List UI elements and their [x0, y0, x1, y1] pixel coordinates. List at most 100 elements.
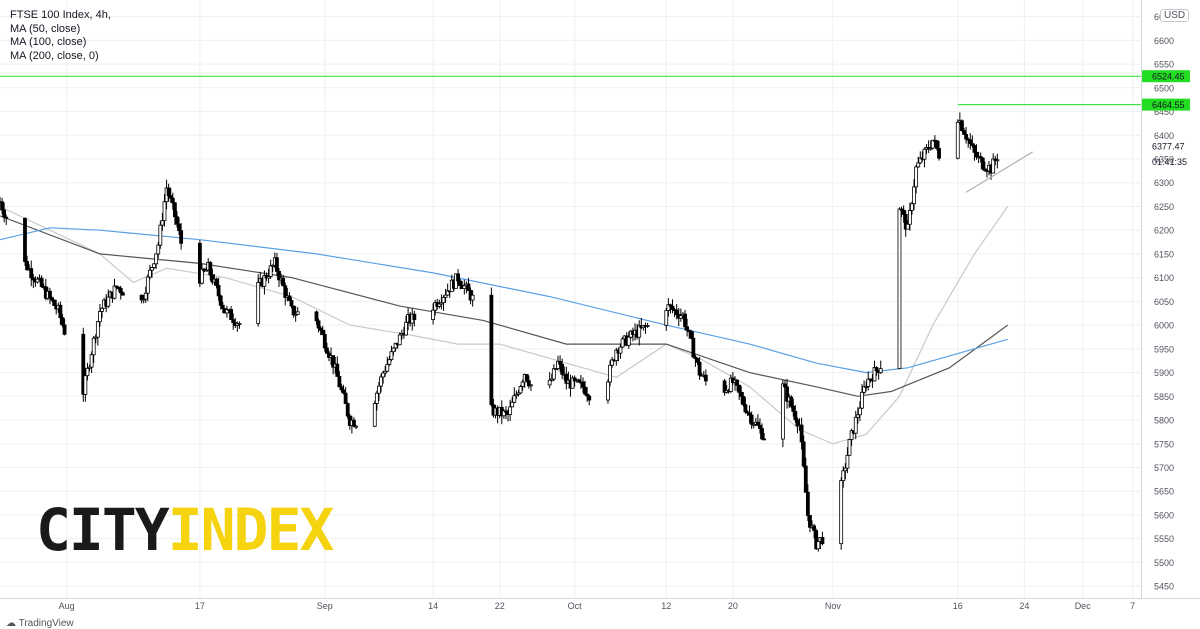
candle-body	[968, 139, 973, 145]
candle-body	[214, 278, 219, 286]
candle-body	[339, 386, 344, 391]
candle-body	[678, 315, 683, 319]
candle-body	[843, 467, 848, 472]
x-tick-label: 24	[1019, 601, 1029, 611]
candle-body	[0, 201, 4, 211]
candle-body	[789, 396, 794, 407]
candle-body	[858, 407, 862, 416]
candle-body	[377, 385, 381, 394]
candle-body	[872, 367, 877, 382]
candle-body	[668, 304, 673, 307]
candle-body	[554, 368, 558, 371]
candle-body	[441, 296, 446, 304]
candle-body	[58, 304, 63, 319]
candle-body	[208, 262, 213, 276]
candle-body	[564, 373, 569, 384]
candle-body	[903, 214, 908, 230]
candle-body	[352, 419, 356, 427]
candlesticks	[0, 112, 1000, 552]
candle-body	[516, 392, 521, 395]
candle-body	[937, 148, 941, 159]
candle-body	[372, 403, 377, 427]
candle-body	[93, 336, 98, 339]
candle-body	[100, 307, 104, 312]
x-tick-label: 14	[428, 601, 438, 611]
candle-body	[324, 347, 329, 354]
candle-body	[437, 303, 442, 307]
candle-body	[177, 223, 181, 232]
candle-body	[35, 278, 40, 283]
candle-body	[610, 359, 615, 366]
candle-body	[722, 380, 727, 393]
candle-body	[587, 395, 592, 401]
candle-body	[231, 319, 236, 323]
y-tick-label: 5850	[1154, 392, 1174, 402]
candle-body	[960, 120, 964, 132]
candle-body	[439, 302, 444, 305]
y-tick-label: 6450	[1154, 107, 1174, 117]
logo-city: CITY	[36, 496, 170, 564]
candle-body	[289, 300, 294, 307]
candle-body	[204, 269, 209, 272]
candle-body	[295, 311, 300, 315]
candle-body	[783, 383, 787, 388]
candle-body	[901, 209, 906, 215]
ma-line-1	[0, 205, 1009, 445]
candle-body	[281, 277, 286, 287]
candle-body	[337, 376, 342, 388]
candle-body	[322, 333, 327, 349]
candle-body	[166, 187, 171, 197]
candle-body	[510, 401, 515, 408]
candle-body	[314, 311, 319, 322]
candle-body	[456, 273, 460, 282]
legend-ma50[interactable]: MA (50, close)	[10, 22, 81, 35]
candle-body	[618, 346, 623, 354]
candle-body	[860, 391, 864, 409]
currency-badge[interactable]: USD	[1160, 9, 1190, 22]
candle-body	[89, 354, 94, 368]
candle-body	[755, 421, 760, 426]
candle-body	[583, 386, 587, 395]
candle-body	[520, 381, 525, 387]
candle-body	[747, 412, 752, 416]
y-tick-label: 6500	[1154, 83, 1174, 93]
candle-body	[462, 285, 467, 290]
candle-body	[383, 370, 388, 374]
candle-body	[914, 166, 919, 188]
candle-body	[741, 396, 746, 406]
x-tick-label: Oct	[568, 601, 583, 611]
candle-body	[762, 438, 767, 441]
y-tick-label: 5500	[1154, 558, 1174, 568]
candle-body	[466, 283, 471, 291]
candle-body	[962, 130, 966, 135]
candle-body	[866, 378, 871, 387]
x-tick-label: 16	[953, 601, 963, 611]
candle-body	[200, 268, 204, 284]
legend-ma200[interactable]: MA (200, close, 0)	[10, 49, 99, 62]
candle-body	[964, 133, 969, 140]
candle-body	[685, 326, 689, 331]
logo-index: INDEX	[167, 496, 335, 564]
legend-title: FTSE 100 Index, 4h,	[10, 9, 111, 21]
candle-body	[739, 391, 744, 397]
candle-body	[620, 338, 625, 348]
candle-body	[808, 515, 812, 528]
candle-body	[145, 276, 150, 294]
axes: 5450 5500 5550 5600 5650 5700 5750 5800 5850 5900…	[0, 0, 1200, 611]
candle-body	[526, 380, 531, 387]
candle-body	[974, 151, 979, 158]
y-tick-label: 5600	[1154, 510, 1174, 520]
candle-body	[585, 393, 590, 397]
candle-body	[576, 379, 581, 383]
candle-body	[793, 411, 798, 421]
candle-body	[387, 359, 392, 365]
legend-ma100[interactable]: MA (100, close)	[10, 36, 87, 48]
candle-body	[799, 424, 804, 443]
candle-body	[910, 203, 914, 211]
candle-body	[156, 244, 161, 255]
candle-body	[458, 280, 463, 286]
y-tick-label: 5950	[1154, 344, 1174, 354]
candle-body	[2, 209, 7, 218]
candle-body	[508, 406, 513, 415]
